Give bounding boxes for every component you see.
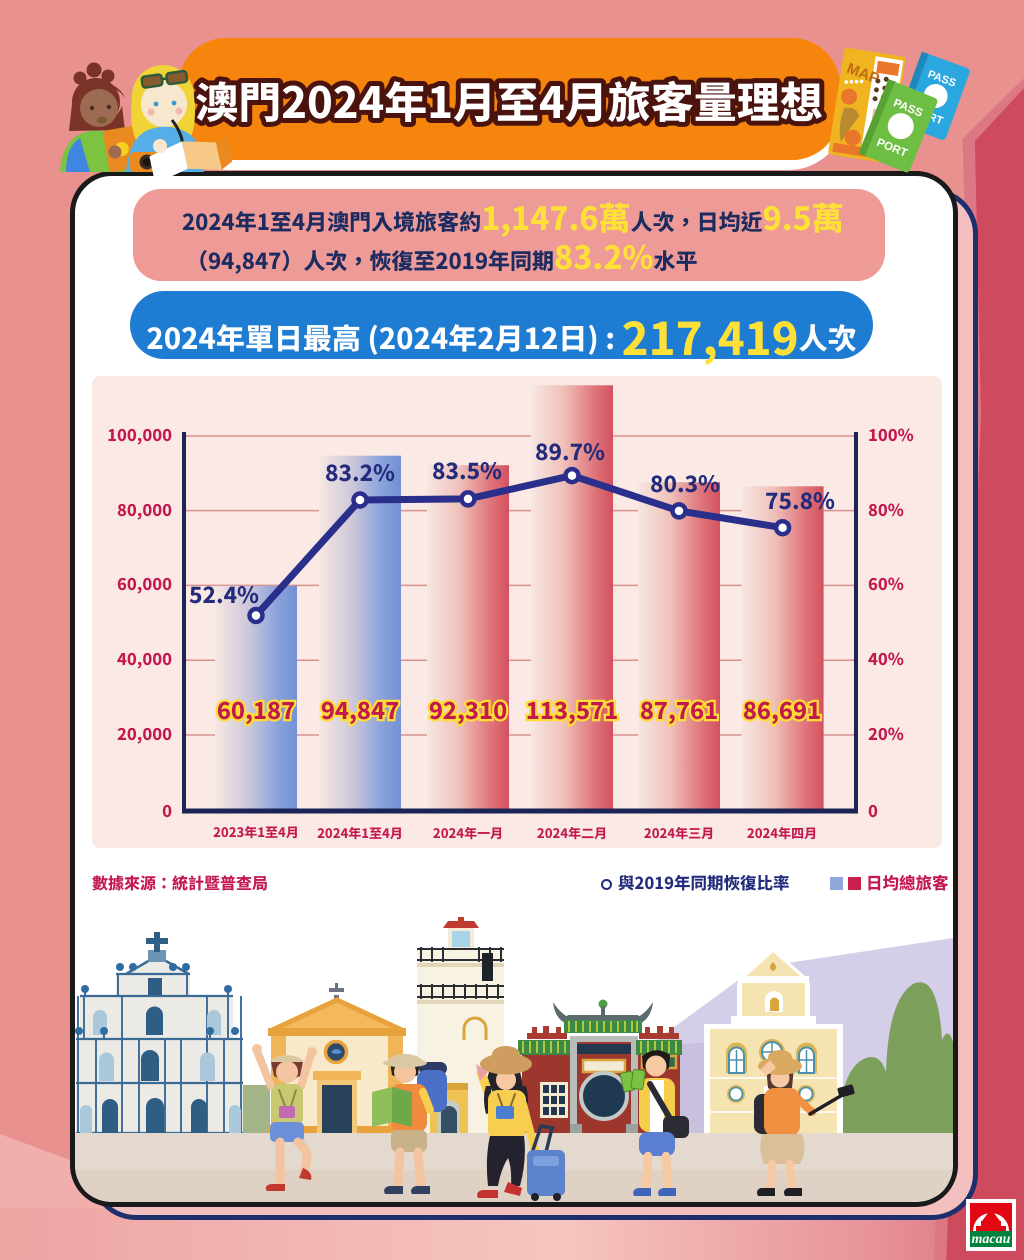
svg-text:80,000: 80,000 xyxy=(117,497,172,521)
svg-text:澳門2024年1月至4月旅客量理想: 澳門2024年1月至4月旅客量理想 xyxy=(195,69,823,131)
svg-text:60,187: 60,187 xyxy=(217,692,295,726)
svg-text:2024年1至4月: 2024年1至4月 xyxy=(317,823,403,842)
svg-text:83.2%: 83.2% xyxy=(325,456,395,488)
svg-text:52.4%: 52.4% xyxy=(189,578,259,610)
svg-text:2023年1至4月: 2023年1至4月 xyxy=(213,822,299,841)
svg-text:80.3%: 80.3% xyxy=(650,467,720,499)
svg-text:40%: 40% xyxy=(868,646,904,670)
svg-text:macau: macau xyxy=(972,1232,1011,1247)
svg-text:100%: 100% xyxy=(868,422,914,446)
svg-text:2024年三月: 2024年三月 xyxy=(644,823,714,842)
svg-text:40,000: 40,000 xyxy=(117,646,172,670)
svg-text:60%: 60% xyxy=(868,571,904,595)
svg-text:83.5%: 83.5% xyxy=(432,454,502,486)
svg-text:2024年二月: 2024年二月 xyxy=(537,823,607,842)
svg-text:20%: 20% xyxy=(868,721,904,745)
svg-text:80%: 80% xyxy=(868,497,904,521)
svg-text:20,000: 20,000 xyxy=(117,721,172,745)
svg-text:2024年四月: 2024年四月 xyxy=(747,823,817,842)
svg-text:100,000: 100,000 xyxy=(107,422,172,446)
svg-text:0: 0 xyxy=(162,798,172,822)
svg-text:86,691: 86,691 xyxy=(743,692,821,726)
svg-text:94,847: 94,847 xyxy=(321,692,399,726)
svg-text:75.8%: 75.8% xyxy=(765,484,835,516)
svg-text:2024年一月: 2024年一月 xyxy=(433,823,503,842)
svg-text:60,000: 60,000 xyxy=(117,571,172,595)
svg-text:0: 0 xyxy=(868,798,878,822)
svg-text:92,310: 92,310 xyxy=(429,692,507,726)
svg-text:113,571: 113,571 xyxy=(526,692,618,726)
svg-text:87,761: 87,761 xyxy=(640,692,718,726)
svg-text:89.7%: 89.7% xyxy=(535,435,605,467)
